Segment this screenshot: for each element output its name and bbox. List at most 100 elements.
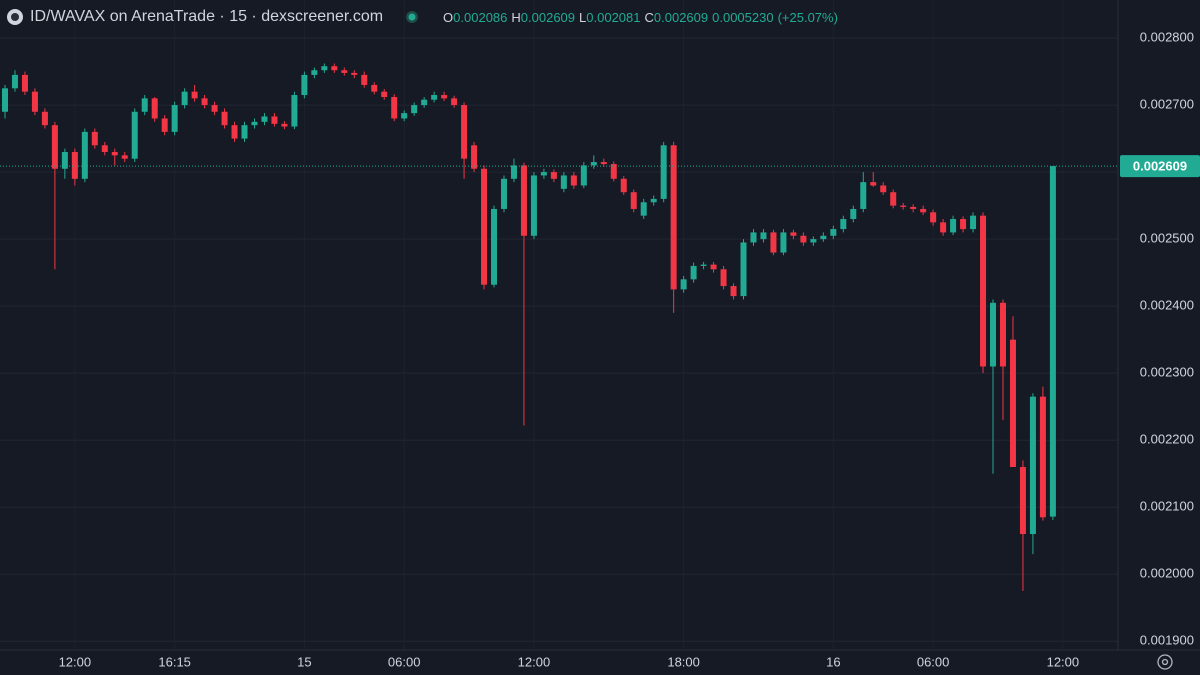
candle-body xyxy=(580,165,587,186)
candle-body xyxy=(171,105,178,132)
candle-body xyxy=(920,208,927,213)
axes: 0.001900 0.002000 0.002100 0.002200 0.002300… xyxy=(59,29,1200,669)
candle-body xyxy=(760,232,767,240)
candle-body xyxy=(161,118,168,132)
candle-body xyxy=(431,95,438,100)
ohlc-key: H xyxy=(511,9,521,25)
candle-body xyxy=(391,97,398,119)
x-tick-label: 12:00 xyxy=(1047,654,1080,669)
ohlc-value: 0.002081 xyxy=(586,9,641,25)
candle-body xyxy=(81,131,88,179)
candle-body xyxy=(970,215,977,230)
candle-body xyxy=(550,172,557,179)
candle-body xyxy=(990,302,997,367)
ohlc-values: O 0.002086 H 0.002609 L 0.002081 C 0.002609 0.00… xyxy=(439,10,838,25)
candle-body xyxy=(910,206,917,209)
candle-body xyxy=(111,151,118,156)
x-tick-label: 16:15 xyxy=(158,654,191,669)
candle-body xyxy=(1049,166,1056,517)
candle-body xyxy=(261,116,268,122)
candle-body xyxy=(151,98,158,119)
y-tick-label: 0.002100 xyxy=(1140,499,1194,514)
settings-core xyxy=(1161,658,1169,666)
candle-body xyxy=(331,66,338,71)
candle-body xyxy=(471,145,478,169)
candle-body xyxy=(870,182,877,186)
candle-body xyxy=(720,269,727,287)
token-icon-inner xyxy=(11,13,19,21)
y-tick-label: 0.002500 xyxy=(1140,231,1194,246)
candle-body xyxy=(730,286,737,297)
candle-body xyxy=(960,219,967,230)
x-tick-label: 12:00 xyxy=(518,654,551,669)
candle-body xyxy=(650,198,657,203)
candle-body xyxy=(441,95,448,99)
candle-body xyxy=(510,165,517,179)
status-dot xyxy=(406,11,419,23)
candle-body xyxy=(810,239,817,243)
y-tick-label: 0.001900 xyxy=(1140,633,1194,648)
change-percent: (+25.07%) xyxy=(777,9,838,25)
candle-body xyxy=(610,164,617,179)
token-icon xyxy=(7,9,23,25)
candle-body xyxy=(421,99,428,106)
candle-body xyxy=(530,175,537,236)
candle-body xyxy=(381,91,388,98)
candle-body xyxy=(321,66,328,71)
candle-body xyxy=(750,232,757,243)
candle-body xyxy=(301,74,308,96)
candle-body xyxy=(520,165,527,236)
candle-body xyxy=(401,113,408,119)
candle-body xyxy=(710,264,717,270)
candle-body xyxy=(451,98,458,106)
y-tick-label: 0.002400 xyxy=(1140,298,1194,313)
status-dot-core xyxy=(408,13,416,21)
candle-body xyxy=(770,232,777,253)
x-tick-label: 06:00 xyxy=(917,654,950,669)
ohlc-key: O xyxy=(443,9,454,25)
candle-body xyxy=(481,168,488,285)
candle-body xyxy=(890,192,897,206)
candle-body xyxy=(271,116,278,124)
candle-body xyxy=(670,145,677,290)
candle-body xyxy=(41,111,48,126)
candle-body xyxy=(999,302,1006,367)
candle-body xyxy=(341,70,348,73)
ohlc-value: 0.002609 xyxy=(653,9,709,25)
candle-body xyxy=(411,105,418,114)
candle-body xyxy=(980,215,987,367)
candle-body xyxy=(141,98,148,112)
candle-body xyxy=(251,121,258,126)
candle-body xyxy=(181,91,188,106)
settings-icon[interactable] xyxy=(1157,654,1173,670)
x-tick-label: 16 xyxy=(826,654,840,669)
candle-body xyxy=(780,232,787,253)
candle-body xyxy=(830,229,837,236)
candle-body xyxy=(231,125,238,139)
x-tick-label: 12:00 xyxy=(59,654,92,669)
ohlc-value: 0.002086 xyxy=(453,9,508,25)
candle-body xyxy=(281,123,288,127)
candle-body xyxy=(850,208,857,220)
x-tick-label: 18:00 xyxy=(667,654,700,669)
candle-body xyxy=(660,145,667,199)
candle-body xyxy=(560,175,567,189)
candle-body xyxy=(201,98,208,106)
price-label-box xyxy=(1120,155,1200,178)
candle-body xyxy=(570,175,577,186)
ohlc-key: C xyxy=(644,9,654,25)
candle-body xyxy=(640,202,647,216)
candle-body xyxy=(500,178,507,209)
candle-body xyxy=(361,74,368,85)
candle-body xyxy=(371,84,378,92)
candle-body xyxy=(620,178,627,193)
candle-body xyxy=(540,172,547,176)
candle-body xyxy=(840,219,847,230)
candle-body xyxy=(630,192,637,209)
y-tick-label: 0.002000 xyxy=(1140,566,1194,581)
y-tick-label: 0.002800 xyxy=(1140,29,1194,44)
candles xyxy=(0,63,1118,592)
candle-body xyxy=(31,91,38,112)
